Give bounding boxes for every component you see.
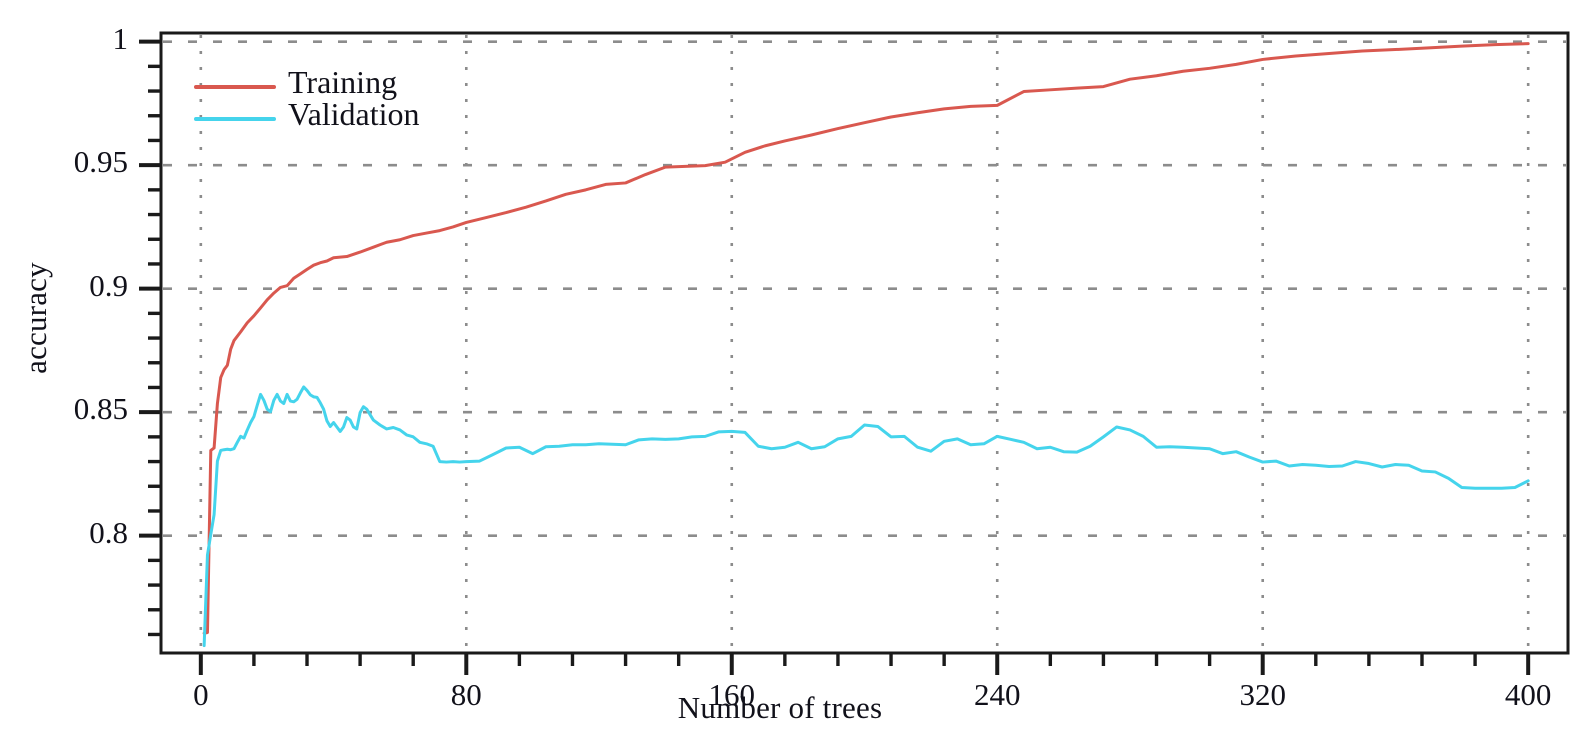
y-tick-label: 1 [112, 20, 129, 56]
y-tick-label: 0.95 [73, 144, 128, 180]
y-tick-label: 0.85 [73, 391, 128, 427]
legend-label-validation: Validation [288, 96, 420, 132]
gridlines [163, 35, 1566, 651]
legend-swatches [194, 85, 276, 121]
y-tick-label: 0.9 [89, 267, 128, 303]
x-tick-label: 240 [973, 677, 1021, 712]
x-tick-label: 400 [1504, 677, 1552, 712]
x-tick-label: 0 [193, 677, 209, 712]
y-tick-label: 0.8 [89, 514, 128, 550]
major-tick-marks [139, 39, 1531, 675]
plot-frame [159, 31, 1570, 655]
series-lines [202, 42, 1530, 648]
x-tick-label: 80 [450, 677, 482, 712]
x-tick-label: 320 [1239, 677, 1286, 712]
minor-tick-marks [148, 64, 1477, 666]
x-tick-label: 160 [708, 677, 756, 712]
y-axis-label: accuracy [18, 262, 53, 374]
x-axis-label: Number of trees [677, 690, 883, 725]
series-line-validation [202, 385, 1530, 648]
series-line-training [202, 42, 1530, 635]
legend-label-training: Training [288, 64, 398, 100]
